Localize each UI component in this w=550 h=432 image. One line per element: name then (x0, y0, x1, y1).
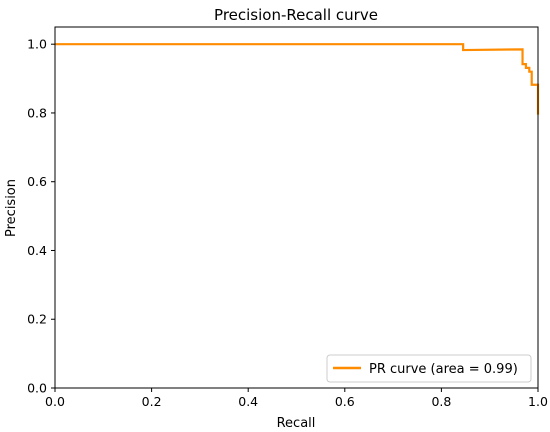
y-tick-label-5: 1.0 (27, 37, 47, 52)
x-tick-label-5: 1.0 (528, 394, 548, 409)
x-tick-label-3: 0.6 (335, 394, 355, 409)
y-axis-ticks: 0.0 0.2 0.4 0.6 0.8 1.0 (27, 37, 55, 396)
legend-box (326, 354, 532, 383)
y-tick-label-3: 0.6 (27, 174, 47, 189)
x-tick-label-2: 0.4 (238, 394, 258, 409)
y-tick-label-4: 0.8 (27, 105, 47, 120)
pr-curve-line-0 (55, 43, 540, 115)
y-tick-label-0: 0.0 (27, 381, 47, 396)
y-tick-label-2: 0.4 (27, 243, 47, 258)
plot-area (54, 26, 540, 389)
x-axis-label: Recall (277, 416, 316, 431)
chart-title: Precision-Recall curve (214, 6, 378, 24)
x-axis-ticks: 0.0 0.2 0.4 0.6 0.8 1.0 (45, 388, 548, 409)
legend-label: PR curve (area = 0.99) (369, 362, 518, 377)
y-axis-label: Precision (4, 179, 19, 237)
x-tick-label-1: 0.2 (142, 394, 162, 409)
x-tick-label-0: 0.0 (45, 394, 65, 409)
x-tick-label-4: 0.8 (431, 394, 451, 409)
curve-layer (55, 43, 540, 115)
axes-frame (54, 26, 539, 389)
legend: PR curve (area = 0.99) (326, 354, 532, 383)
y-tick-label-1: 0.2 (27, 312, 47, 327)
